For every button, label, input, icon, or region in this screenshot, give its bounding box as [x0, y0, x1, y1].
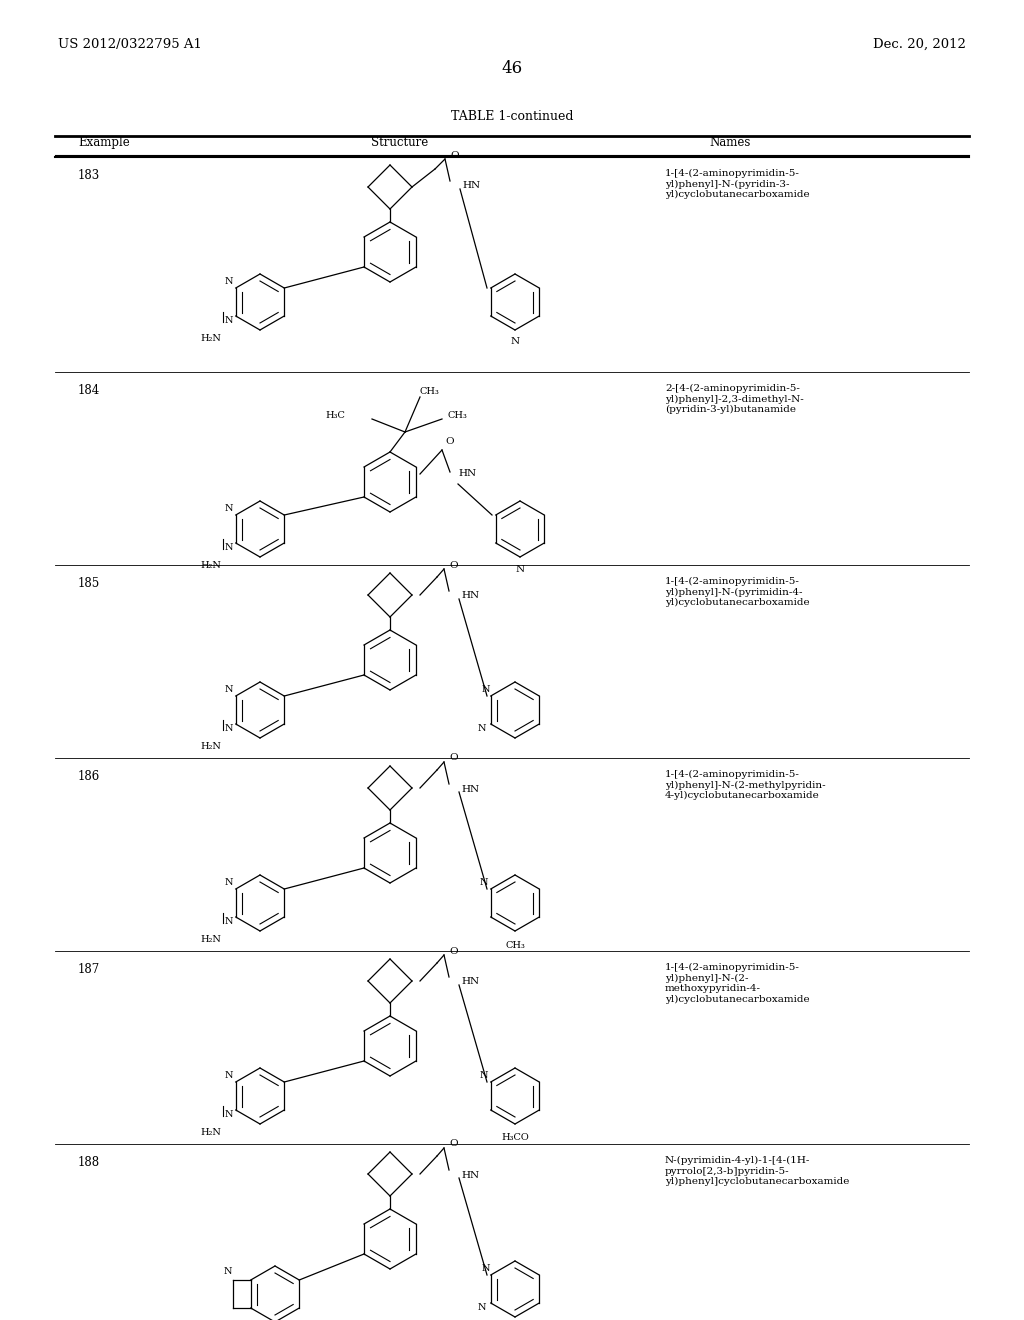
Text: CH₃: CH₃: [420, 388, 440, 396]
Text: 184: 184: [78, 384, 100, 397]
Text: 46: 46: [502, 59, 522, 77]
Text: O: O: [450, 561, 459, 569]
Text: H₂N: H₂N: [200, 1127, 221, 1137]
Text: N: N: [224, 916, 232, 925]
Text: 185: 185: [78, 577, 100, 590]
Text: N: N: [481, 1265, 489, 1274]
Text: N: N: [224, 315, 232, 325]
Text: O: O: [450, 1139, 459, 1148]
Text: N: N: [479, 878, 487, 887]
Text: N: N: [224, 504, 232, 513]
Text: US 2012/0322795 A1: US 2012/0322795 A1: [58, 38, 202, 51]
Text: HN: HN: [461, 978, 479, 986]
Text: N: N: [224, 1072, 232, 1080]
Text: TABLE 1-continued: TABLE 1-continued: [451, 110, 573, 123]
Text: O: O: [451, 150, 460, 160]
Text: O: O: [450, 946, 459, 956]
Text: H₂N: H₂N: [200, 935, 221, 944]
Text: N: N: [479, 1072, 487, 1080]
Text: H₂N: H₂N: [200, 561, 221, 570]
Text: 1-[4-(2-aminopyrimidin-5-
yl)phenyl]-N-(2-methylpyridin-
4-yl)cyclobutanecarboxa: 1-[4-(2-aminopyrimidin-5- yl)phenyl]-N-(…: [665, 770, 825, 800]
Text: 1-[4-(2-aminopyrimidin-5-
yl)phenyl]-N-(pyrimidin-4-
yl)cyclobutanecarboxamide: 1-[4-(2-aminopyrimidin-5- yl)phenyl]-N-(…: [665, 577, 810, 607]
Text: CH₃: CH₃: [449, 411, 468, 420]
Text: H₂N: H₂N: [200, 334, 221, 343]
Text: HN: HN: [458, 470, 476, 479]
Text: 1-[4-(2-aminopyrimidin-5-
yl)phenyl]-N-(pyridin-3-
yl)cyclobutanecarboxamide: 1-[4-(2-aminopyrimidin-5- yl)phenyl]-N-(…: [665, 169, 810, 199]
Text: N: N: [224, 277, 232, 286]
Text: H₃C: H₃C: [326, 411, 345, 420]
Text: N: N: [224, 543, 232, 552]
Text: H₂N: H₂N: [200, 742, 221, 751]
Text: N: N: [481, 685, 489, 694]
Text: 188: 188: [78, 1156, 100, 1170]
Text: O: O: [450, 754, 459, 763]
Text: N: N: [477, 723, 485, 733]
Text: 187: 187: [78, 964, 100, 975]
Text: O: O: [445, 437, 455, 446]
Text: N-(pyrimidin-4-yl)-1-[4-(1H-
pyrrolo[2,3-b]pyridin-5-
yl)phenyl]cyclobutanecarbo: N-(pyrimidin-4-yl)-1-[4-(1H- pyrrolo[2,3…: [665, 1156, 849, 1187]
Text: HN: HN: [461, 1171, 479, 1180]
Text: N: N: [224, 723, 232, 733]
Text: N: N: [515, 565, 524, 574]
Text: HN: HN: [461, 591, 479, 601]
Text: Names: Names: [710, 136, 751, 149]
Text: N: N: [224, 685, 232, 694]
Text: CH₃: CH₃: [505, 940, 525, 949]
Text: N: N: [224, 1110, 232, 1119]
Text: 1-[4-(2-aminopyrimidin-5-
yl)phenyl]-N-(2-
methoxypyridin-4-
yl)cyclobutanecarbo: 1-[4-(2-aminopyrimidin-5- yl)phenyl]-N-(…: [665, 964, 810, 1003]
Text: H₃CO: H₃CO: [501, 1134, 528, 1143]
Text: N: N: [224, 1267, 232, 1276]
Text: N: N: [510, 337, 519, 346]
Text: 186: 186: [78, 770, 100, 783]
Text: N: N: [224, 878, 232, 887]
Text: HN: HN: [461, 784, 479, 793]
Text: 2-[4-(2-aminopyrimidin-5-
yl)phenyl]-2,3-dimethyl-N-
(pyridin-3-yl)butanamide: 2-[4-(2-aminopyrimidin-5- yl)phenyl]-2,3…: [665, 384, 804, 414]
Text: 183: 183: [78, 169, 100, 182]
Text: Structure: Structure: [372, 136, 429, 149]
Text: N: N: [477, 1303, 485, 1312]
Text: Example: Example: [78, 136, 130, 149]
Text: Dec. 20, 2012: Dec. 20, 2012: [873, 38, 966, 51]
Text: HN: HN: [462, 181, 480, 190]
